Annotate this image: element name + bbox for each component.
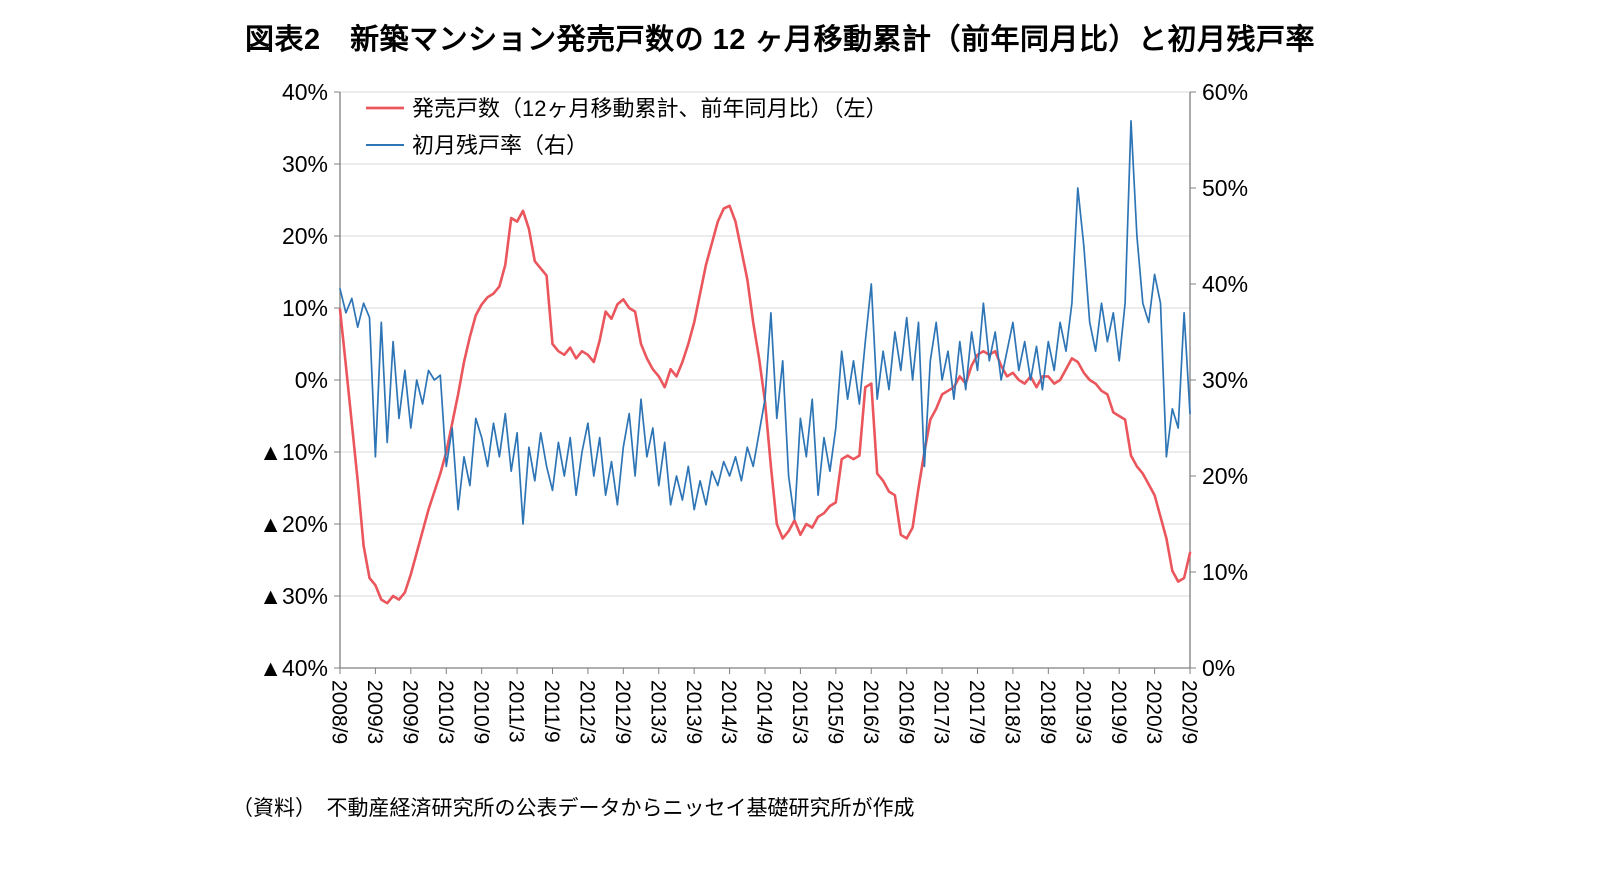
left-axis-tick-label: 0%	[295, 367, 328, 393]
x-axis-tick-label: 2014/9	[753, 680, 776, 744]
right-axis-tick-label: 40%	[1202, 271, 1248, 297]
x-axis-tick-label: 2012/3	[576, 680, 599, 744]
x-axis-tick-label: 2019/3	[1071, 680, 1094, 744]
x-axis-tick-label: 2016/3	[859, 680, 882, 744]
x-axis-tick-label: 2017/3	[930, 680, 953, 744]
left-axis-tick-label: 40%	[282, 79, 328, 105]
left-axis-tick-label: 10%	[282, 295, 328, 321]
x-axis-tick-label: 2018/3	[1001, 680, 1024, 744]
x-axis-tick-label: 2010/9	[469, 680, 492, 744]
page-title: 図表2 新築マンション発売戸数の 12 ヶ月移動累計（前年同月比）と初月残戸率	[244, 24, 1315, 56]
x-axis-tick-label: 2020/9	[1178, 680, 1201, 744]
right-axis-tick-label: 0%	[1202, 655, 1235, 681]
x-axis-tick-label: 2010/3	[434, 680, 457, 744]
x-axis-tick-label: 2013/3	[646, 680, 669, 744]
x-axis-tick-label: 2018/9	[1036, 680, 1059, 744]
x-axis-tick-label: 2019/9	[1107, 680, 1130, 744]
left-series-line	[338, 204, 1192, 605]
right-axis-tick-label: 60%	[1202, 79, 1248, 105]
left-axis-tick-label: ▲10%	[259, 439, 328, 465]
left-axis-tick-label: ▲40%	[259, 655, 328, 681]
right-series-line	[339, 119, 1191, 525]
x-axis-tick-label: 2008/9	[328, 680, 351, 744]
source-note: （資料） 不動産経済研究所の公表データからニッセイ基礎研究所が作成	[232, 797, 915, 820]
x-axis-tick-label: 2015/3	[788, 680, 811, 744]
right-axis-tick-label: 50%	[1202, 175, 1248, 201]
legend-label: 初月残戸率（右）	[412, 133, 588, 158]
legend-label: 発売戸数（12ヶ月移動累計、前年同月比）（左）	[412, 96, 887, 121]
x-axis-tick-label: 2009/3	[363, 680, 386, 744]
x-axis-tick-label: 2011/3	[505, 680, 528, 743]
right-axis-tick-label: 10%	[1202, 559, 1248, 585]
right-axis-tick-label: 30%	[1202, 367, 1248, 393]
x-axis-tick-label: 2012/9	[611, 680, 634, 744]
x-axis-tick-label: 2016/9	[894, 680, 917, 744]
left-axis-tick-label: ▲20%	[259, 511, 328, 537]
left-axis-tick-label: 20%	[282, 223, 328, 249]
left-axis-tick-label: ▲30%	[259, 583, 328, 609]
left-axis-tick-label: 30%	[282, 151, 328, 177]
x-axis-tick-label: 2009/9	[398, 680, 421, 744]
right-axis-tick-label: 20%	[1202, 463, 1248, 489]
x-axis-tick-label: 2017/9	[965, 680, 988, 744]
x-axis-tick-label: 2015/9	[823, 680, 846, 744]
x-axis-tick-label: 2014/3	[717, 680, 740, 744]
x-axis-tick-label: 2013/9	[682, 680, 705, 744]
x-axis-tick-label: 2011/9	[540, 680, 563, 743]
x-axis-tick-label: 2020/3	[1142, 680, 1165, 744]
